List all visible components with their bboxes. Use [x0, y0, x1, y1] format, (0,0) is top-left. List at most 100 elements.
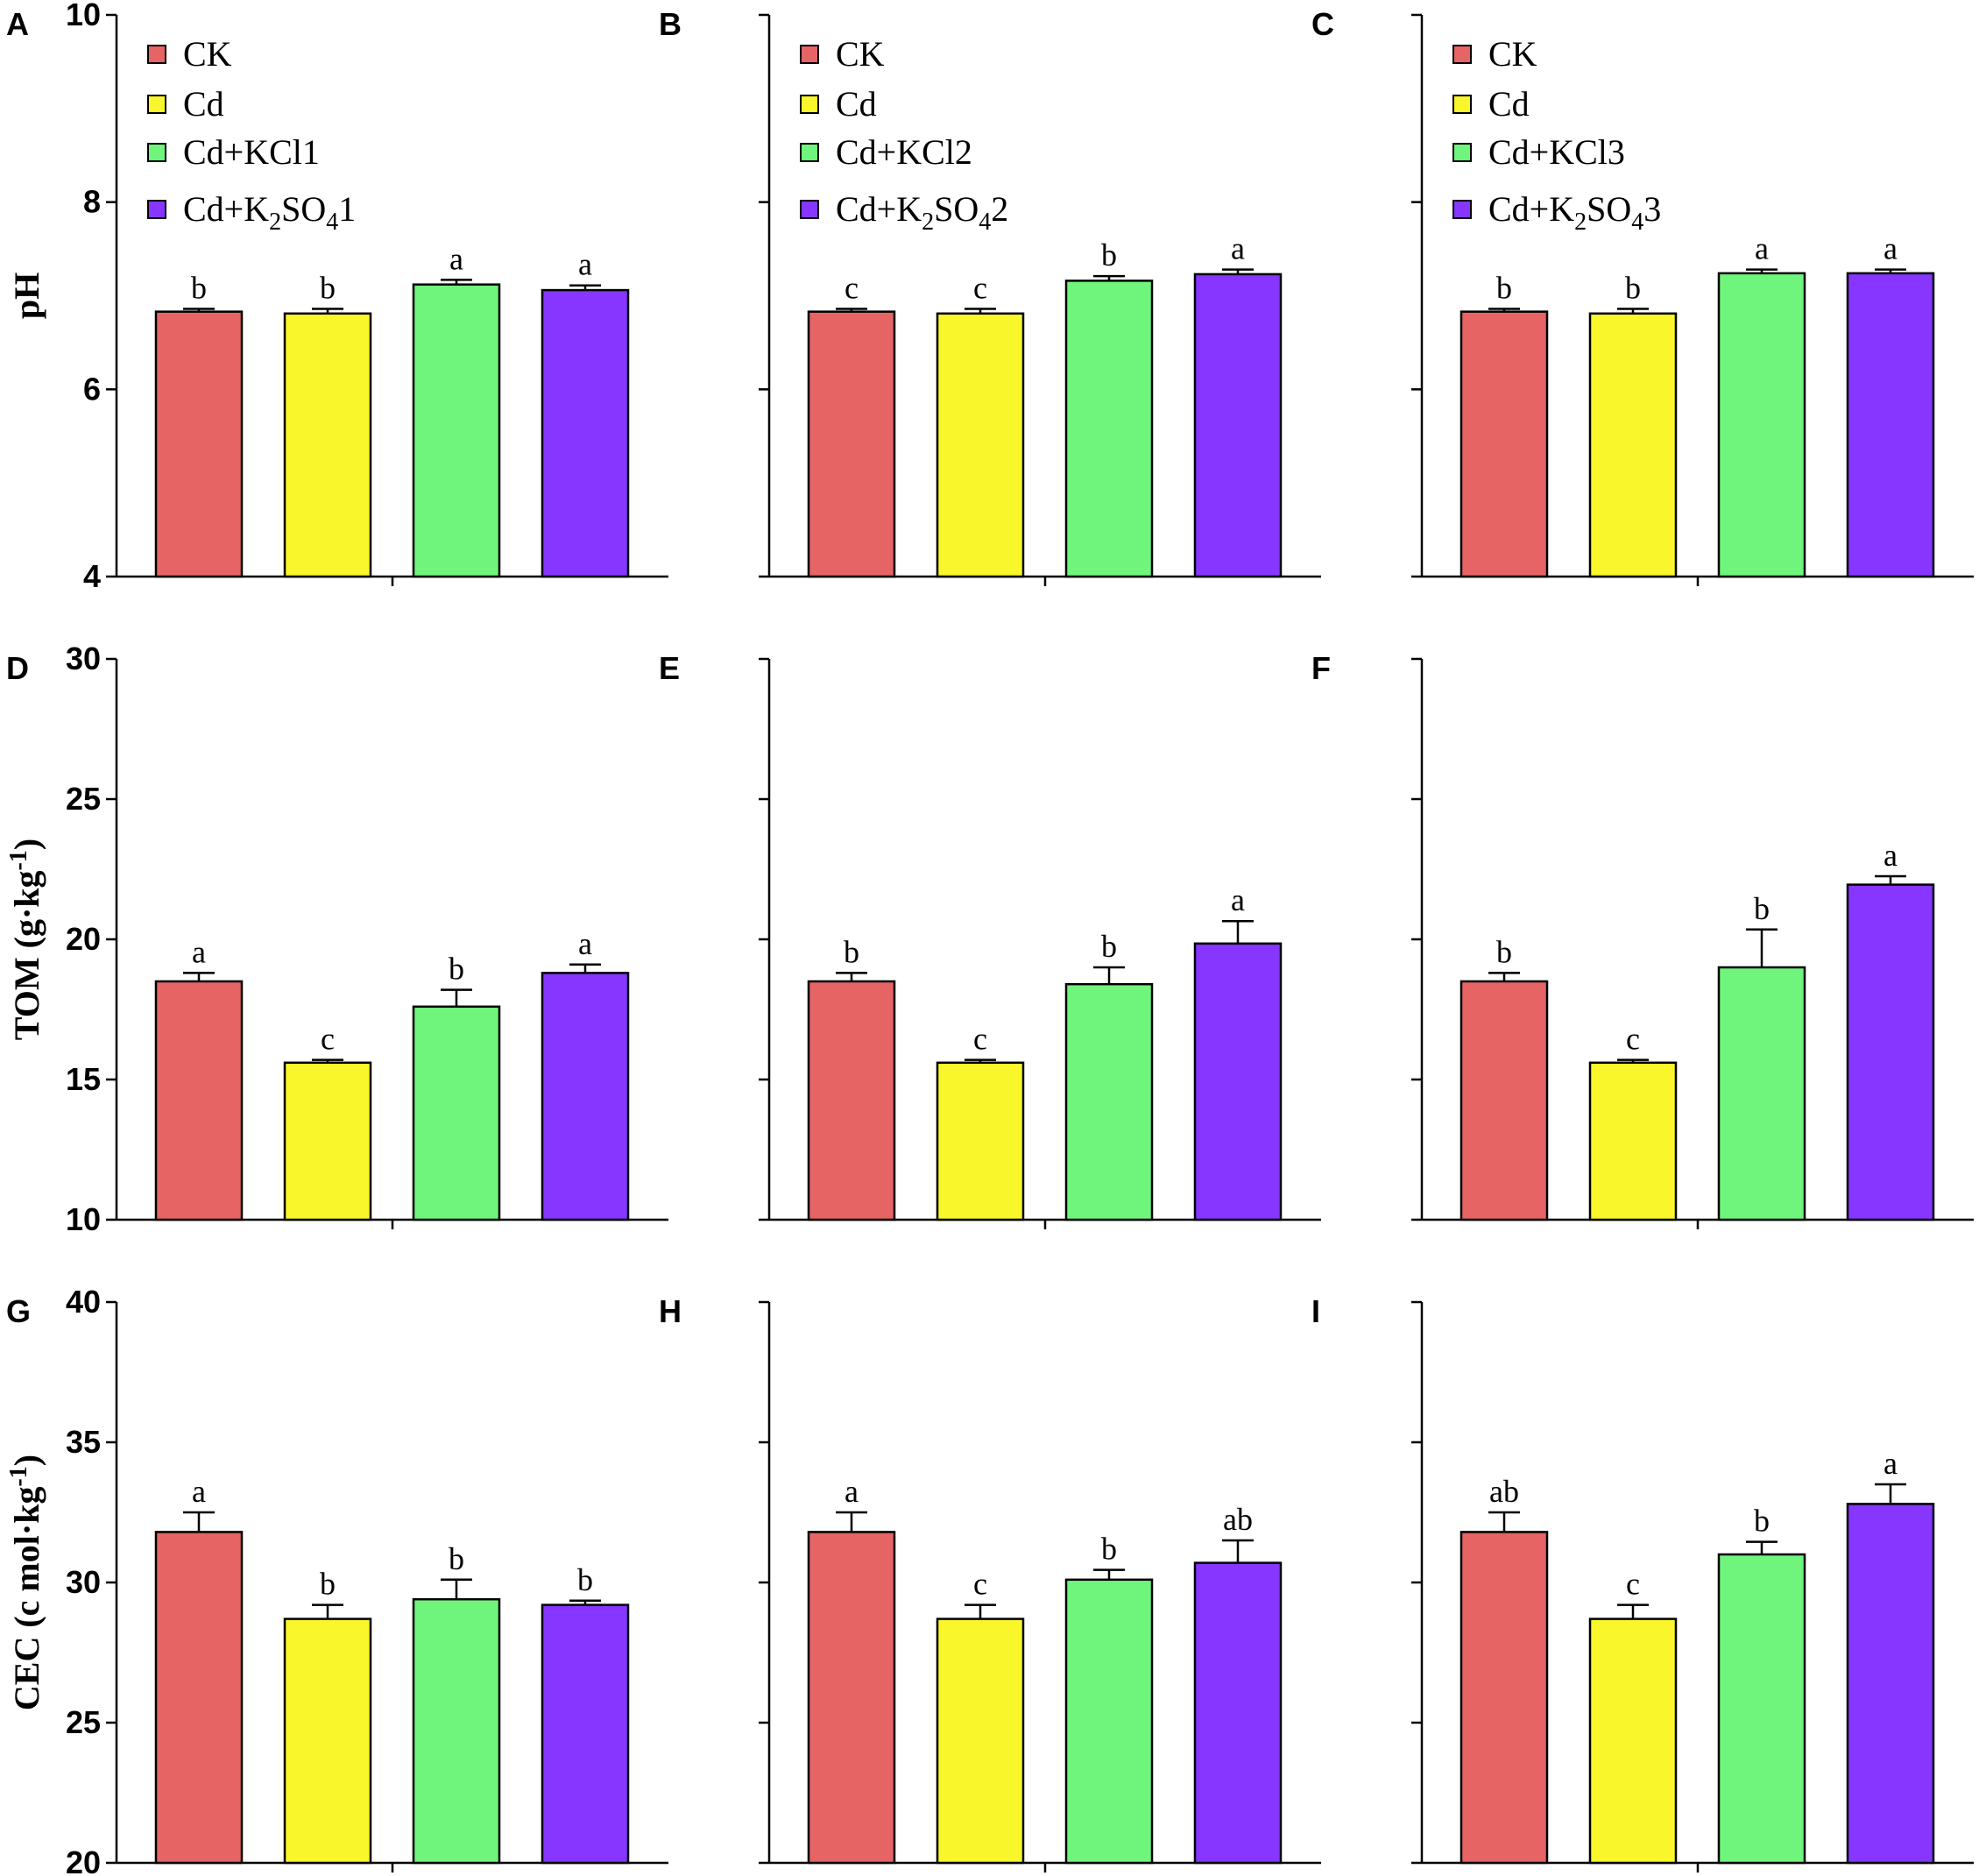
- y-tick-label: 10: [66, 1201, 101, 1237]
- legend-label: Cd+K2SO41: [183, 189, 356, 236]
- legend-text: Cd: [183, 84, 224, 124]
- significance-letter: b: [577, 1562, 593, 1597]
- bar: [1064, 280, 1154, 578]
- legend-text: SO: [281, 189, 326, 229]
- legend-subscript: 4: [1631, 209, 1643, 236]
- significance-letter: a: [845, 1474, 859, 1509]
- bar: [807, 1531, 896, 1865]
- legend-swatch: [1452, 143, 1472, 162]
- significance-letter: a: [1884, 231, 1898, 266]
- bar: [1846, 1503, 1935, 1865]
- legend-text: CK: [183, 34, 232, 74]
- bar: [283, 1061, 372, 1221]
- y-tick-label: 20: [66, 921, 101, 957]
- significance-letter: b: [1101, 1532, 1117, 1567]
- bar: [1588, 312, 1678, 578]
- y-axis-label: pH: [7, 273, 46, 319]
- legend-label: CK: [1488, 34, 1537, 74]
- y-tick-label: 35: [66, 1424, 101, 1460]
- significance-letter: b: [191, 270, 207, 305]
- legend-label: CK: [183, 34, 232, 74]
- legend-text: CK: [1488, 34, 1537, 74]
- legend-text: Cd: [836, 84, 877, 124]
- bar: [1064, 982, 1154, 1221]
- legend-text: SO: [934, 189, 979, 229]
- legend-label: Cd+KCl3: [1488, 132, 1625, 172]
- bar: [412, 1597, 501, 1865]
- panel-label: H: [659, 1293, 682, 1329]
- y-tick-label: 30: [66, 1564, 101, 1600]
- significance-letter: c: [973, 1022, 987, 1057]
- significance-letter: a: [1231, 882, 1245, 917]
- panel-label: D: [6, 650, 29, 686]
- panel-i: Iab c b a: [1311, 1293, 1974, 1872]
- legend-label: Cd+K2SO42: [836, 189, 1008, 236]
- y-tick-label: 40: [66, 1284, 101, 1320]
- legend-swatch: [147, 95, 166, 114]
- significance-letter: c: [973, 1567, 987, 1602]
- legend-swatch: [1452, 45, 1472, 64]
- legend-label: CK: [836, 34, 885, 74]
- legend-text: SO: [1587, 189, 1631, 229]
- legend-label: Cd+KCl1: [183, 132, 320, 172]
- bar: [1064, 1578, 1154, 1865]
- bar: [807, 980, 896, 1221]
- significance-letter: a: [578, 926, 592, 961]
- bar: [1459, 980, 1549, 1221]
- bar: [1717, 272, 1806, 578]
- panel-e: Eb c b a: [659, 650, 1321, 1229]
- bar: [412, 283, 501, 578]
- bar: [1193, 273, 1283, 578]
- legend-text: Cd+KCl1: [183, 132, 320, 172]
- significance-letter: b: [1754, 1504, 1770, 1539]
- panel-label: A: [6, 6, 29, 42]
- bar: [1717, 1553, 1806, 1865]
- bar: [936, 1618, 1025, 1865]
- bar: [154, 1531, 244, 1865]
- significance-letter: ab: [1223, 1502, 1253, 1537]
- significance-letter: a: [1231, 231, 1245, 266]
- panel-f: Fb c b a: [1311, 650, 1974, 1229]
- legend-subscript: 4: [326, 209, 338, 236]
- significance-letter: a: [1884, 1446, 1898, 1481]
- bar: [936, 1061, 1025, 1221]
- legend-label: Cd+K2SO43: [1488, 189, 1661, 236]
- legend-text: Cd+KCl3: [1488, 132, 1625, 172]
- legend-swatch: [1452, 95, 1472, 114]
- significance-letter: b: [449, 1541, 464, 1576]
- significance-letter: a: [449, 241, 463, 276]
- significance-letter: b: [320, 270, 336, 305]
- y-tick-label: 8: [83, 184, 101, 220]
- legend-swatch: [147, 200, 166, 219]
- bar: [1588, 1618, 1678, 1865]
- legend-label: Cd: [183, 84, 224, 124]
- significance-letter: c: [973, 270, 987, 305]
- legend-swatch: [800, 95, 819, 114]
- significance-letter: c: [1626, 1022, 1640, 1057]
- legend-text: Cd+KCl2: [836, 132, 972, 172]
- y-tick-label: 20: [66, 1844, 101, 1876]
- legend-swatch: [800, 143, 819, 162]
- panel-c: Cb b a a CK Cd Cd+KCl3 Cd+K2SO43: [1311, 6, 1974, 586]
- panel-label: I: [1311, 1293, 1320, 1329]
- legend-text: Cd+K: [836, 189, 922, 229]
- significance-letter: b: [1625, 270, 1641, 305]
- y-axis-label-superscript: -1: [5, 1466, 32, 1486]
- legend-label: Cd: [1488, 84, 1530, 124]
- significance-letter: c: [845, 270, 859, 305]
- panel-d: D 10 15 20 25 30 a c b a TOM (g·kg-1): [5, 641, 668, 1237]
- y-tick-label: 10: [66, 0, 101, 32]
- legend-text: Cd+K: [183, 189, 269, 229]
- legend-swatch: [800, 200, 819, 219]
- bar: [283, 312, 372, 578]
- y-tick-label: 25: [66, 781, 101, 817]
- bar: [541, 1603, 630, 1865]
- significance-letter: a: [192, 934, 206, 969]
- y-axis-label: TOM (g·kg-1): [5, 839, 46, 1040]
- panel-label: C: [1311, 6, 1334, 42]
- legend-label: Cd+KCl2: [836, 132, 972, 172]
- bar: [1846, 883, 1935, 1221]
- significance-letter: b: [1101, 237, 1117, 273]
- y-tick-label: 6: [83, 371, 101, 407]
